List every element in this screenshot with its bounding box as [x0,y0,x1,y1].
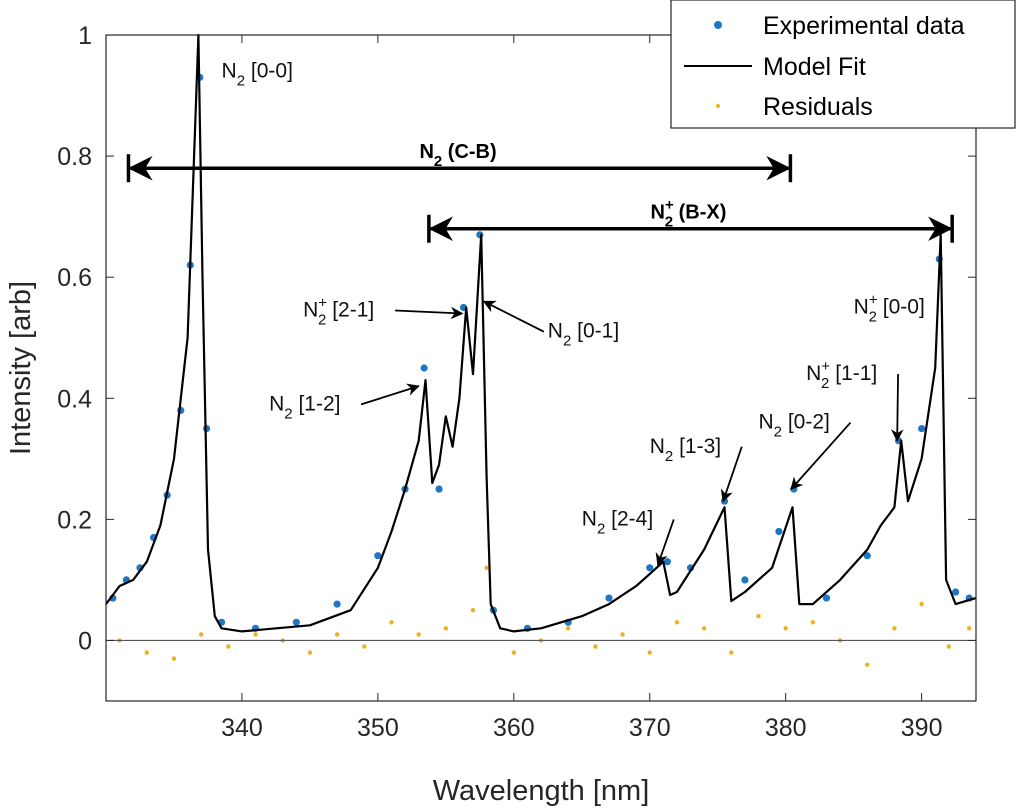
legend-entry-experimental: Experimental data [763,12,965,40]
y-tick-label: 0.8 [57,143,92,171]
residual-point [389,620,394,625]
residual-point [470,607,476,613]
experimental-point [918,424,926,433]
residual-point [253,632,258,637]
residual-point [171,656,177,661]
residual-point [647,650,652,655]
x-tick-label: 360 [493,714,535,742]
legend: Experimental data Model Fit Residuals [670,0,1016,129]
residual-point [919,601,924,607]
y-tick-label: 1 [78,22,92,50]
residual-point [865,662,870,667]
x-axis: 340 350 360 370 380 390 [221,35,942,742]
residual-point [416,632,421,637]
residual-point [729,650,734,655]
residual-point [307,650,313,655]
experimental-point [741,576,749,584]
model-fit-layer [105,33,977,633]
peak-arrow [655,519,675,566]
plot-frame [105,34,977,702]
peak-label: N2 [1-3] [650,435,721,465]
residual-point [593,644,598,649]
residual-point [484,565,489,570]
peak-label: N+ 2 [1-1] [806,358,877,392]
residual-point [226,644,231,649]
y-tick-label: 0.6 [57,264,92,292]
legend-marker-residuals [716,104,720,108]
residual-point [674,620,680,625]
residual-point [565,626,571,631]
residual-point [783,626,788,631]
residual-point [620,632,625,637]
residual-point [144,650,149,655]
peak-label: N2 [0-1] [548,320,619,350]
band-range-label: N+ 2 (B-X) [651,197,727,231]
legend-marker-experimental [714,21,722,29]
experimental-point [646,564,654,572]
experimental-point [374,552,382,560]
x-tick-label: 350 [357,714,399,742]
x-tick-label: 390 [901,714,943,742]
y-tick-label: 0 [78,627,92,655]
peak-label: N2 [2-4] [582,507,653,537]
residual-point [362,644,367,649]
experimental-point [605,594,613,602]
plot-background [106,35,976,701]
y-tick-label: 0.2 [57,506,92,534]
residual-point [892,626,897,631]
experimental-point [775,527,783,536]
peak-label: N2 [0-2] [759,411,830,441]
peak-arrow [790,421,852,491]
residual-point [946,644,952,649]
y-tick-label: 0.4 [57,385,92,413]
peak-arrow [891,374,904,442]
residual-point [967,626,972,631]
residual-point [511,650,517,655]
experimental-point [822,594,831,602]
x-axis-label: Wavelength [nm] [433,775,650,807]
legend-entry-fit: Model Fit [763,53,866,81]
residual-point [198,632,204,637]
residual-point [443,626,449,631]
x-tick-label: 380 [765,714,807,742]
residuals-layer [117,565,972,667]
experimental-point [333,600,341,608]
experimental-point [420,364,428,372]
peak-label: N2 [1-2] [269,392,340,422]
band-range-label: N2 (C-B) [419,141,496,170]
peak-arrow [395,306,464,320]
residual-point [334,632,340,637]
residual-point [701,626,707,631]
peak-arrow [720,446,743,503]
residual-point [810,620,816,625]
legend-entry-residuals: Residuals [763,93,873,121]
model-fit-line [105,33,977,633]
peak-label: N+ 2 [0-0] [854,292,925,326]
peak-arrow [482,300,545,333]
experimental-point [952,588,960,596]
y-axis: 0 0.2 0.4 0.6 0.8 1 [57,22,976,655]
x-tick-label: 340 [221,714,263,742]
y-axis-label: Intensity [arb] [5,281,37,455]
residual-point [756,614,761,619]
legend-box [670,0,1016,129]
peak-label: N+ 2 [2-1] [303,295,374,329]
peak-arrow [360,383,420,406]
peak-annotations-layer: N2 [0-0] N+ 2 [2-1] N2 [0-1] N2 [1-2] N+ 2 [0-… [222,59,925,566]
experimental-point [863,552,871,560]
experimental-point [435,485,443,493]
peak-label: N2 [0-0] [222,59,293,89]
x-tick-label: 370 [629,714,671,742]
experimental-point [292,618,300,626]
band-range-layer: N2 (C-B) N+ 2 (B-X) [126,141,954,243]
